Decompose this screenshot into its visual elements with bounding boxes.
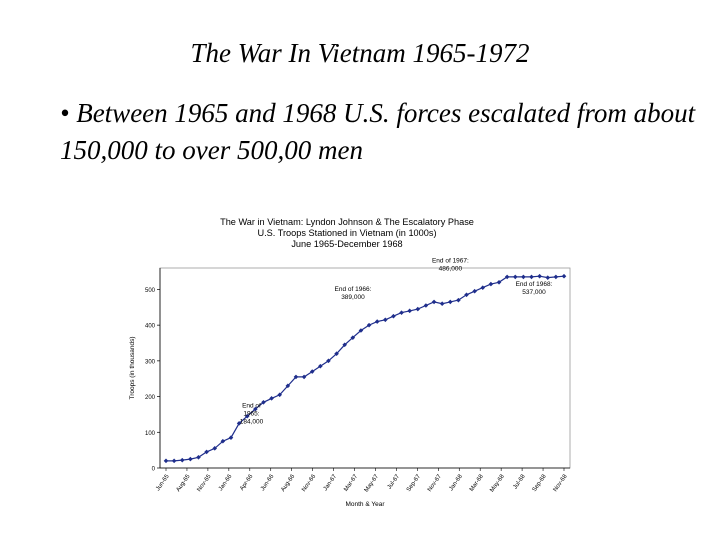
annotation-label: 389,000	[341, 294, 365, 301]
data-point	[439, 301, 445, 307]
chart-title-line: June 1965-December 1968	[291, 239, 402, 249]
x-tick-label: Jun-66	[260, 473, 276, 492]
data-point	[179, 457, 185, 463]
x-tick-label: Jul-67	[387, 473, 402, 490]
annotation-label: 1965:	[243, 410, 259, 417]
data-point	[342, 342, 347, 348]
y-tick-label: 300	[145, 359, 156, 365]
data-point	[480, 285, 486, 290]
data-point	[163, 458, 169, 464]
series-line	[166, 275, 565, 462]
data-point	[383, 317, 388, 323]
data-point	[171, 458, 177, 464]
data-point	[269, 396, 274, 401]
data-point	[301, 374, 307, 380]
data-point	[253, 406, 258, 412]
data-point	[399, 310, 404, 315]
data-point	[358, 328, 364, 333]
annotation-label: End of 1968:	[516, 281, 553, 288]
data-point	[415, 306, 421, 312]
data-point	[326, 358, 331, 364]
data-point	[277, 392, 283, 398]
chart-title: The War in Vietnam: Lyndon Johnson & The…	[220, 217, 474, 249]
data-point	[529, 274, 534, 280]
chart-title-line: U.S. Troops Stationed in Vietnam (in 100…	[257, 228, 436, 238]
x-axis: Jun-65 Aug-65 Nov-65 Jan-66 Apr-66 Jun-66 Aug-…	[155, 467, 570, 494]
data-point	[374, 319, 380, 324]
annotation-label: 486,000	[439, 265, 463, 272]
x-tick-label: Sep-67	[406, 473, 422, 493]
data-point	[236, 421, 242, 426]
plot-border	[159, 267, 571, 469]
annotation-label: 537,000	[522, 289, 546, 296]
data-point	[188, 456, 193, 462]
data-point	[318, 363, 323, 369]
data-point	[391, 313, 396, 319]
data-point	[220, 438, 226, 444]
y-tick-label: 0	[152, 467, 156, 473]
data-point	[285, 383, 291, 389]
data-point	[456, 297, 461, 303]
data-point	[423, 303, 429, 308]
x-tick-label: Sep-68	[532, 473, 548, 493]
x-axis-label: Month & Year	[345, 501, 385, 508]
x-tick-label: Nov-65	[197, 473, 213, 493]
data-point	[204, 449, 209, 455]
annotation-label: 184,000	[240, 418, 264, 425]
data-point	[407, 308, 412, 314]
annotation-label: End of	[242, 402, 261, 409]
x-tick-label: Mar-68	[469, 473, 485, 493]
x-tick-label: Nov-68	[553, 473, 569, 493]
data-point	[309, 369, 315, 374]
y-tick-label: 500	[145, 288, 156, 294]
data-point	[488, 281, 494, 287]
data-point	[545, 275, 551, 280]
data-point	[537, 273, 542, 279]
data-point	[447, 299, 453, 305]
data-point	[561, 273, 567, 279]
x-tick-label: Nov-67	[427, 473, 443, 493]
data-point	[431, 299, 437, 305]
x-tick-label: Apr-66	[239, 473, 255, 492]
troops-series	[163, 273, 567, 464]
y-tick-label: 100	[145, 431, 156, 437]
data-point	[261, 399, 266, 405]
data-point	[228, 435, 234, 440]
x-tick-label: Jan-68	[448, 473, 464, 492]
annotation-label: End of 1966:	[335, 286, 372, 293]
data-point	[553, 274, 559, 280]
y-tick-label: 400	[145, 324, 156, 330]
slide-title: The War In Vietnam 1965-1972	[190, 38, 530, 68]
data-point	[521, 274, 526, 280]
data-point	[512, 274, 518, 280]
data-point	[196, 454, 201, 460]
annotation-label: End of 1967:	[432, 257, 469, 264]
data-point	[366, 322, 372, 328]
bullet-symbol: •	[60, 98, 70, 128]
x-tick-label: Jan-66	[218, 473, 234, 492]
x-tick-label: Mar-67	[343, 473, 359, 493]
bullet-point: • Between 1965 and 1968 U.S. forces esca…	[60, 95, 700, 169]
chart-title-line: The War in Vietnam: Lyndon Johnson & The…	[220, 217, 474, 227]
x-tick-label: Jan-67	[323, 473, 339, 492]
data-point	[472, 288, 477, 294]
data-point	[293, 374, 299, 380]
troops-line-chart: The War in Vietnam: Lyndon Johnson & The…	[129, 217, 571, 508]
bullet-text: Between 1965 and 1968 U.S. forces escala…	[60, 98, 696, 165]
data-point	[212, 446, 218, 451]
x-tick-label: May-68	[489, 473, 506, 493]
x-tick-label: Jun-65	[155, 473, 171, 492]
x-tick-label: Nov-66	[301, 473, 317, 493]
x-tick-label: Aug-66	[280, 473, 296, 493]
y-tick-label: 200	[145, 395, 156, 401]
x-tick-label: Aug-65	[176, 473, 192, 493]
y-axis-label: Troops (in thousands)	[129, 337, 136, 400]
x-tick-label: May-67	[364, 473, 381, 493]
data-point	[244, 413, 250, 419]
data-point	[334, 351, 339, 357]
x-tick-label: Jul-68	[512, 473, 527, 490]
